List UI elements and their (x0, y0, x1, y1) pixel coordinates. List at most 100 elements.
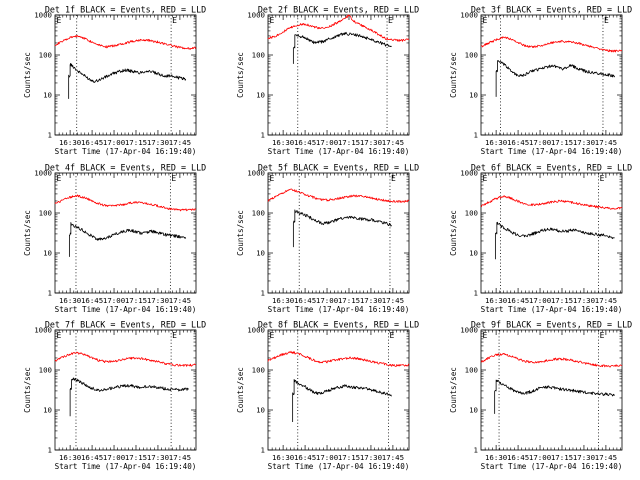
event-marker-label: E (600, 331, 605, 340)
panel-title: Det 7f BLACK = Events, RED = LLD (45, 320, 206, 330)
x-tick-label: 17:45 (382, 453, 404, 462)
x-tick-label: 17:30 (147, 453, 169, 462)
x-tick-label: 17:15 (338, 138, 360, 147)
y-tick-label: 100 (39, 366, 52, 375)
x-tick-label: 16:30 (59, 296, 81, 305)
x-tick-label: 16:30 (59, 453, 81, 462)
y-axis-label: Counts/sec (449, 210, 458, 256)
x-tick-label: 17:30 (573, 138, 595, 147)
y-tick-label: 1 (48, 446, 52, 455)
y-tick-label: 100 (465, 209, 478, 218)
x-tick-label: 17:45 (169, 453, 191, 462)
x-tick-label: 17:15 (125, 453, 147, 462)
x-tick-label: 16:45 (507, 453, 529, 462)
y-tick-label: 1 (48, 289, 52, 298)
event-marker-label: E (171, 174, 176, 183)
x-tick-label: 17:30 (360, 296, 382, 305)
x-tick-label: 16:45 (294, 296, 316, 305)
event-marker-label: E (269, 331, 274, 340)
x-tick-label: 17:00 (529, 453, 551, 462)
plot-frame (267, 329, 410, 451)
panel-det-2f: Det 2f BLACK = Events, RED = LLD 1 10 100 10… (236, 5, 419, 157)
events-series-line (292, 209, 392, 248)
x-tick-label: 17:30 (147, 138, 169, 147)
x-axis-label: Start Time (17-Apr-04 16:19:40) (268, 462, 410, 471)
x-tick-label: 17:00 (103, 453, 125, 462)
panel-title: Det 2f BLACK = Events, RED = LLD (258, 5, 419, 15)
x-tick-label: 17:45 (595, 138, 617, 147)
x-axis-label: Start Time (17-Apr-04 16:19:40) (55, 462, 197, 471)
x-tick-label: 17:45 (169, 138, 191, 147)
x-tick-label: 17:30 (360, 453, 382, 462)
x-tick-label: 16:45 (81, 138, 103, 147)
x-tick-label: 16:30 (272, 296, 294, 305)
events-series-line (494, 379, 615, 414)
x-tick-label: 16:45 (81, 453, 103, 462)
y-axis-label: Counts/sec (236, 367, 245, 413)
x-tick-label: 17:15 (551, 453, 573, 462)
x-tick-label: 16:45 (507, 138, 529, 147)
event-marker-label: E (56, 16, 61, 25)
events-series-line (292, 31, 392, 64)
events-series-line (68, 63, 187, 99)
x-tick-label: 17:00 (316, 453, 338, 462)
event-marker-label: E (172, 16, 177, 25)
events-series-line (495, 60, 616, 97)
x-tick-label: 17:00 (103, 296, 125, 305)
x-tick-label: 16:30 (59, 138, 81, 147)
panel-det-8f: Det 8f BLACK = Events, RED = LLD 1 10 100 10… (236, 320, 419, 472)
lld-series-line (54, 34, 197, 50)
x-tick-label: 17:45 (595, 296, 617, 305)
y-tick-label: 100 (252, 366, 265, 375)
lld-series-line (267, 350, 410, 367)
x-axis-label: Start Time (17-Apr-04 16:19:40) (268, 305, 410, 314)
x-tick-label: 16:45 (294, 453, 316, 462)
y-tick-label: 10 (469, 91, 478, 100)
y-tick-label: 1 (261, 289, 265, 298)
event-marker-label: E (604, 16, 609, 25)
x-tick-label: 17:30 (147, 296, 169, 305)
plot-frame (480, 172, 623, 294)
x-tick-label: 16:45 (294, 138, 316, 147)
y-tick-label: 1 (261, 131, 265, 140)
plot-frame (54, 172, 197, 294)
y-tick-label: 1 (474, 446, 478, 455)
x-axis-label: Start Time (17-Apr-04 16:19:40) (481, 147, 623, 156)
y-tick-label: 1 (48, 131, 52, 140)
x-tick-label: 17:15 (338, 296, 360, 305)
y-tick-label: 1000 (247, 326, 265, 335)
x-axis-label: Start Time (17-Apr-04 16:19:40) (55, 305, 197, 314)
y-tick-label: 1000 (247, 11, 265, 20)
panel-det-6f: Det 6f BLACK = Events, RED = LLD 1 10 100 10… (449, 163, 632, 315)
x-axis-label: Start Time (17-Apr-04 16:19:40) (481, 305, 623, 314)
y-tick-label: 1000 (247, 169, 265, 178)
y-axis-label: Counts/sec (449, 367, 458, 413)
x-tick-label: 17:00 (529, 296, 551, 305)
x-tick-label: 17:30 (360, 138, 382, 147)
y-tick-label: 100 (252, 51, 265, 60)
panel-title: Det 4f BLACK = Events, RED = LLD (45, 163, 206, 173)
y-tick-label: 10 (256, 406, 265, 415)
y-tick-label: 100 (465, 366, 478, 375)
plot-frame (267, 172, 410, 294)
event-marker-label: E (391, 174, 396, 183)
lld-series-line (267, 188, 410, 203)
y-axis-label: Counts/sec (23, 367, 32, 413)
event-marker-label: E (482, 16, 487, 25)
x-tick-label: 17:00 (529, 138, 551, 147)
plot-frame (480, 14, 623, 136)
panel-det-1f: Det 1f BLACK = Events, RED = LLD 1 10 100 10… (23, 5, 206, 157)
y-tick-label: 10 (43, 249, 52, 258)
x-tick-label: 16:30 (272, 453, 294, 462)
plot-frame (267, 14, 410, 136)
event-marker-label: E (482, 331, 487, 340)
x-tick-label: 16:30 (485, 453, 507, 462)
plot-frame (54, 14, 197, 136)
y-tick-label: 1000 (460, 326, 478, 335)
x-tick-label: 17:15 (125, 138, 147, 147)
panel-title: Det 6f BLACK = Events, RED = LLD (471, 163, 632, 173)
x-tick-label: 17:15 (125, 296, 147, 305)
panel-title: Det 5f BLACK = Events, RED = LLD (258, 163, 419, 173)
x-tick-label: 17:00 (103, 138, 125, 147)
x-tick-label: 17:30 (573, 453, 595, 462)
